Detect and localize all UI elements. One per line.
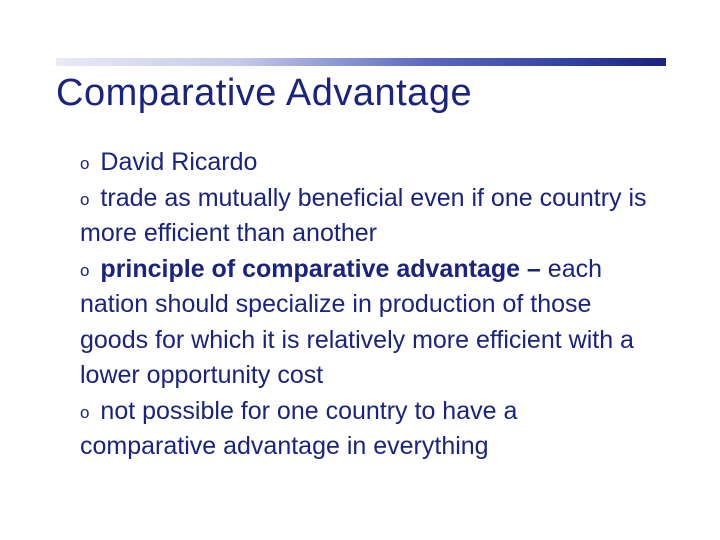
bullet-item: o trade as mutually beneficial even if o…: [80, 184, 647, 248]
title-gradient-bar: [56, 58, 666, 66]
bullet-item: o David Ricardo: [80, 148, 257, 176]
bullet-text: not possible for one country to have a c…: [80, 397, 517, 461]
bullet-marker-icon: o: [80, 403, 89, 422]
bullet-marker-icon: o: [80, 261, 89, 280]
bullet-item: o principle of comparative advantage – e…: [80, 255, 634, 390]
bullet-text: trade as mutually beneficial even if one…: [80, 184, 647, 248]
bullet-marker-icon: o: [80, 190, 89, 209]
bullet-bold-text: principle of comparative advantage –: [100, 255, 540, 283]
slide-body: o David Ricardo o trade as mutually bene…: [80, 145, 660, 465]
bullet-text: David Ricardo: [100, 148, 257, 176]
slide-title: Comparative Advantage: [56, 72, 472, 115]
bullet-item: o not possible for one country to have a…: [80, 397, 517, 461]
bullet-marker-icon: o: [80, 154, 89, 173]
